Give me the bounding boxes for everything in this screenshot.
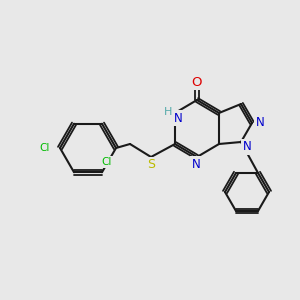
Text: N: N xyxy=(243,140,251,154)
Text: O: O xyxy=(192,76,202,88)
Text: S: S xyxy=(147,158,155,172)
Text: N: N xyxy=(256,116,264,130)
Text: N: N xyxy=(174,112,182,124)
Text: Cl: Cl xyxy=(102,157,112,167)
Text: H: H xyxy=(164,107,172,117)
Text: N: N xyxy=(192,158,200,170)
Text: Cl: Cl xyxy=(40,143,50,153)
